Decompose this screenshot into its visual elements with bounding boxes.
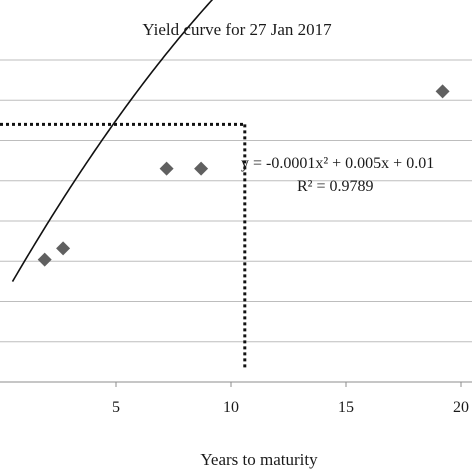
x-tick-label: 15 bbox=[338, 399, 354, 416]
data-point bbox=[159, 161, 174, 176]
x-tick-label: 5 bbox=[112, 399, 120, 416]
data-point bbox=[56, 241, 71, 256]
data-point bbox=[37, 252, 52, 267]
data-point bbox=[194, 161, 209, 176]
trendline bbox=[11, 0, 214, 282]
trendline-r2: R² = 0.9789 bbox=[297, 178, 374, 195]
x-axis-label: Years to maturity bbox=[200, 450, 318, 469]
data-points bbox=[37, 84, 450, 267]
trendline-equation: y = -0.0001x² + 0.005x + 0.01 bbox=[241, 155, 434, 172]
data-point bbox=[435, 84, 450, 99]
x-tick-label: 10 bbox=[223, 399, 239, 416]
reference-line-group bbox=[0, 122, 247, 368]
chart-title: Yield curve for 27 Jan 2017 bbox=[142, 20, 332, 39]
trendline-group bbox=[11, 0, 214, 282]
tick-labels: 5 10 15 20 bbox=[112, 399, 469, 416]
x-tick-label: 20 bbox=[453, 399, 469, 416]
axes bbox=[0, 381, 472, 387]
